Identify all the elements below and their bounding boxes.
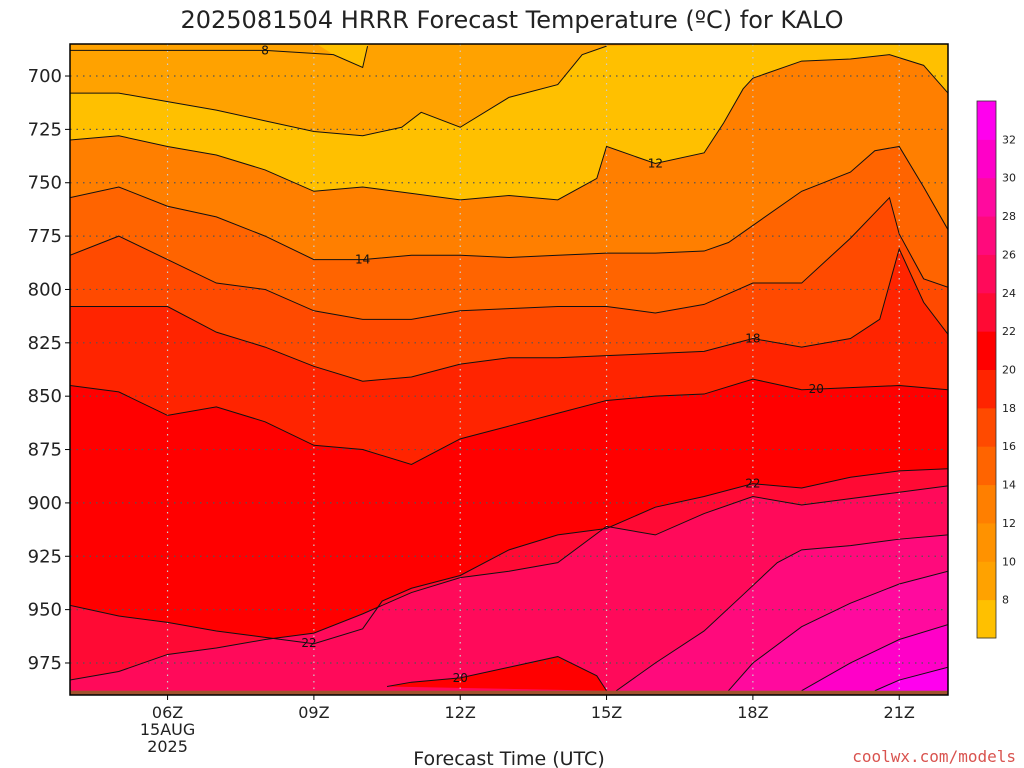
ground-layer <box>70 690 948 695</box>
colorbar-swatch <box>977 369 996 409</box>
y-tick-label: 725 <box>28 119 62 140</box>
contour-10 <box>70 45 607 137</box>
x-axis-label: Forecast Time (UTC) <box>413 748 604 768</box>
colorbar-swatch <box>977 484 996 524</box>
colorbar-tick-label: 16 <box>1002 440 1016 453</box>
x-tick-label: 21Z <box>884 703 915 722</box>
y-axis: 700 725 750 775 800 825 850 875 900 925 950 975 <box>28 66 70 674</box>
colorbar-tick-label: 12 <box>1002 517 1016 530</box>
contour-28 <box>728 570 948 692</box>
band-region-20 <box>387 656 607 691</box>
colorbar-tick-label: 10 <box>1002 555 1016 568</box>
colorbar: 8 10 12 14 16 18 20 22 24 26 28 30 32 <box>976 100 1016 639</box>
band-8-10 <box>70 44 368 68</box>
x-tick-label: 15Z <box>591 703 622 722</box>
contour-label: 14 <box>355 253 370 267</box>
colorbar-swatch <box>977 561 996 601</box>
y-tick-label: 875 <box>28 440 62 461</box>
chart-title: 2025081504 HRRR Forecast Temperature (ºC… <box>180 6 843 34</box>
contour-label: 20 <box>809 382 824 396</box>
colorbar-swatch <box>977 599 996 639</box>
colorbar-swatch <box>977 292 996 332</box>
y-tick-label: 800 <box>28 279 62 300</box>
colorbar-tick-label: 22 <box>1002 325 1016 338</box>
contour-14 <box>70 145 948 261</box>
credit-text[interactable]: coolwx.com/models <box>852 747 1016 766</box>
y-tick-label: 925 <box>28 546 62 567</box>
y-tick-label: 900 <box>28 493 62 514</box>
grid-lines <box>70 44 948 695</box>
colorbar-border <box>976 100 997 639</box>
contour-label: 22 <box>745 477 760 491</box>
contour-label: 22 <box>301 636 316 650</box>
x-tick-sublabel: 2025 <box>147 737 188 756</box>
contour-lines <box>70 45 948 692</box>
y-tick-label: 775 <box>28 226 62 247</box>
colorbar-swatch <box>977 331 996 370</box>
colorbar-swatch <box>977 446 996 486</box>
contour-label: 20 <box>453 671 468 685</box>
contour-label: 12 <box>648 157 663 171</box>
temperature-bands <box>70 44 948 695</box>
band-below-8 <box>316 44 368 68</box>
x-tick-sublabel: 15AUG <box>140 720 195 739</box>
contour-16 <box>70 196 948 320</box>
contour-20 <box>70 378 948 466</box>
y-tick-label: 850 <box>28 386 62 407</box>
contour-8 <box>70 46 369 69</box>
contour-labels: 8 12 14 18 20 22 22 20 <box>261 43 824 685</box>
colorbar-swatch <box>977 254 996 294</box>
x-tick-label: 09Z <box>298 703 329 722</box>
colorbar-swatch <box>977 522 996 562</box>
colorbar-tick-label: 18 <box>1002 402 1016 415</box>
x-tick-label: 18Z <box>737 703 768 722</box>
y-tick-label: 825 <box>28 333 62 354</box>
colorbar-tick-label: 14 <box>1002 479 1016 492</box>
colorbar-tick-label: 32 <box>1002 133 1016 146</box>
contour-26 <box>616 534 948 692</box>
y-tick-label: 950 <box>28 600 62 621</box>
y-tick-label: 975 <box>28 653 62 674</box>
x-tick-label: 06Z <box>152 703 183 722</box>
colorbar-tick-label: 30 <box>1002 172 1016 185</box>
contour-18 <box>70 247 948 382</box>
contour-20 <box>386 656 607 692</box>
contour-30 <box>801 624 948 692</box>
colorbar-swatch <box>977 177 996 217</box>
y-tick-label: 750 <box>28 173 62 194</box>
colorbar-swatch <box>977 101 996 140</box>
colorbar-tick-label: 28 <box>1002 210 1016 223</box>
contour-22 <box>70 468 948 645</box>
contour-24 <box>70 485 948 681</box>
colorbar-tick-label: 26 <box>1002 248 1016 261</box>
plot-border <box>69 43 949 696</box>
contour-label: 8 <box>261 43 269 57</box>
band-region-32 <box>874 667 948 695</box>
plot-area <box>70 44 948 695</box>
contour-12 <box>70 54 948 201</box>
colorbar-tick-label: 8 <box>1002 594 1009 607</box>
y-tick-label: 700 <box>28 66 62 87</box>
colorbar-swatch <box>977 216 996 255</box>
colorbar-swatch <box>977 139 996 179</box>
contour-label: 18 <box>745 332 760 346</box>
colorbar-tick-label: 20 <box>1002 364 1016 377</box>
colorbar-swatch <box>977 407 996 447</box>
contour-32 <box>874 666 948 692</box>
colorbar-tick-label: 24 <box>1002 287 1016 300</box>
x-tick-label: 12Z <box>445 703 476 722</box>
